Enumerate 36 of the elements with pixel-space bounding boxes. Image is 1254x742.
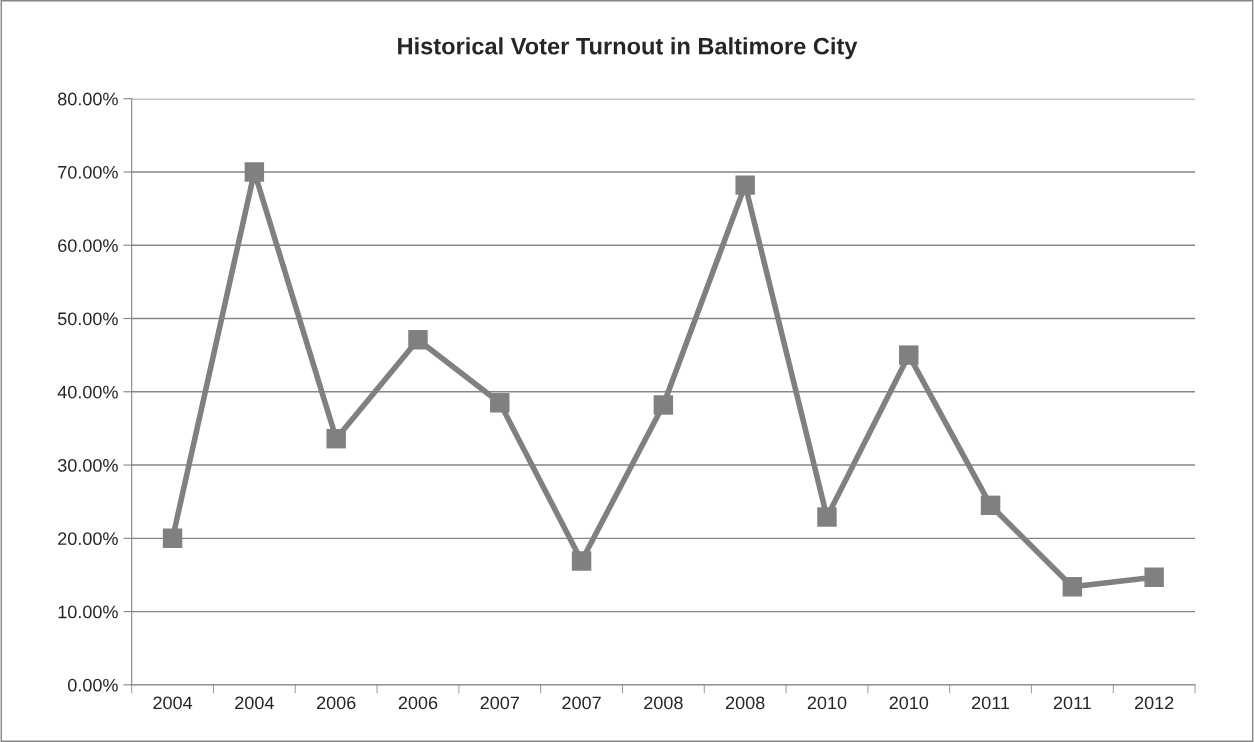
chart-title: Historical Voter Turnout in Baltimore City [398,37,858,60]
point [1062,576,1083,597]
x-tick-label: 2011 [1053,696,1091,710]
point [490,393,510,413]
y-tick-label: 20.00% [58,532,118,546]
point [326,428,346,449]
y-tick-label: 0.00% [67,678,118,692]
x-tick-label: 2004 [153,696,193,710]
x-tick-label: 2010 [807,696,847,710]
y-tick-label: 50.00% [57,312,118,326]
point [162,528,183,549]
y-tick-label: 30.00% [57,458,118,472]
x-tick-label: 2004 [235,696,274,710]
x-tick-label: 2006 [317,696,356,710]
x-tick-label: 2008 [725,696,765,710]
y-tick-label: 80.00% [58,92,118,106]
x-tick-label: 2011 [972,696,1010,710]
point [571,551,592,571]
x-tick-label: 2010 [889,696,929,710]
x-tick-label: 2007 [562,696,601,710]
x-tick-label: 2006 [398,696,438,710]
x-tick-label: 2007 [480,696,519,710]
point [899,345,919,365]
point [817,507,837,527]
point [408,330,428,350]
point [653,395,674,415]
point [980,495,1001,516]
y-tick-label: 70.00% [58,165,118,179]
y-tick-label: 10.00% [58,605,118,619]
point [244,162,265,182]
point [735,175,755,195]
x-tick-label: 2008 [644,696,683,710]
y-tick-label: 40.00% [57,385,118,399]
x-tick-label: 2012 [1134,696,1174,710]
point [1144,567,1164,587]
y-tick-label: 60.00% [58,239,118,252]
